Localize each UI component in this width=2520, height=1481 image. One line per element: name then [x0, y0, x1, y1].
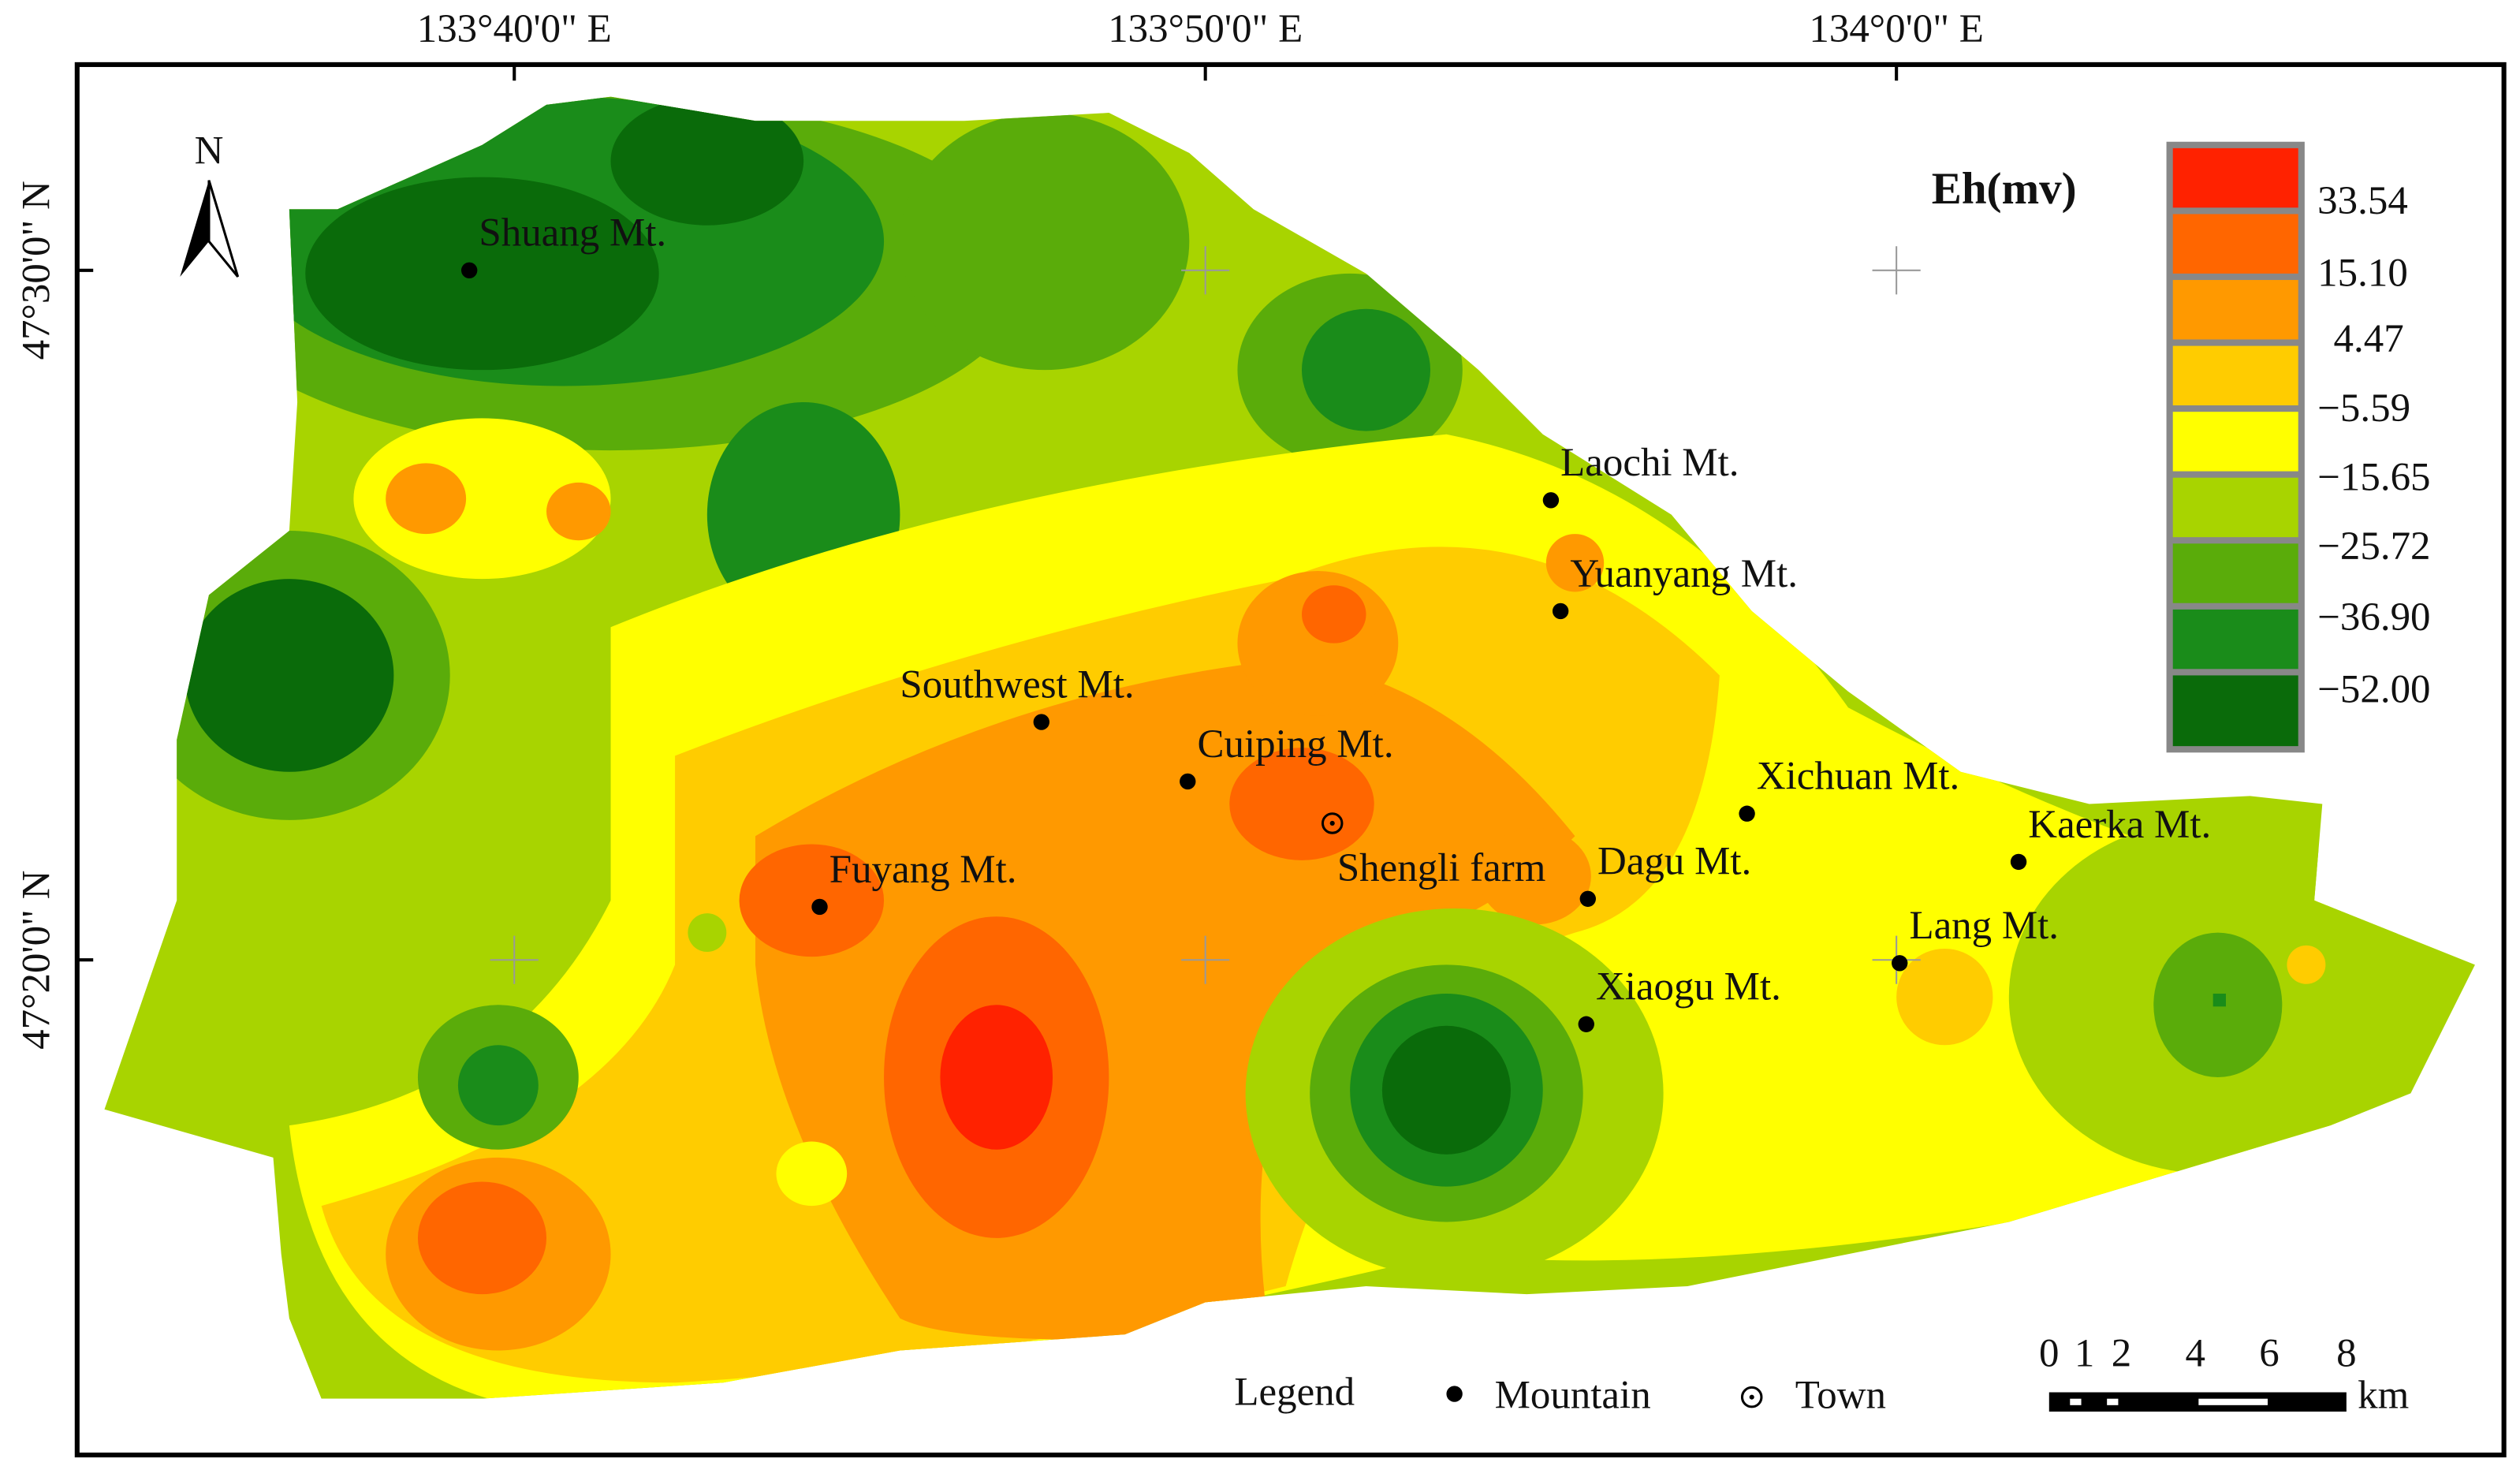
place-label: Shuang Mt.	[479, 211, 666, 256]
eh-surface-shape	[1301, 585, 1366, 644]
eh-surface-shape	[1301, 308, 1431, 431]
eh-surface-shape	[305, 177, 659, 371]
eh-surface-shape	[386, 463, 467, 535]
north-arrow-shape	[207, 180, 240, 278]
eh-surface-shape	[900, 113, 1190, 371]
eh-surface-shape	[1896, 948, 1993, 1046]
color-legend-shape	[2172, 280, 2298, 340]
places-shape	[1180, 773, 1196, 790]
places-shape	[1578, 1016, 1594, 1032]
scale-bar: 0 1 2 4 6 8 km	[2039, 1331, 2409, 1417]
scale-bar-shape	[2107, 1398, 2119, 1405]
places-shape	[1552, 602, 1569, 620]
symbol-legend-shape	[1446, 1386, 1463, 1402]
north-arrow: N	[180, 129, 240, 278]
scale-label: 4	[2186, 1331, 2205, 1375]
places-shape	[460, 262, 478, 278]
eh-surface-shape	[185, 579, 394, 772]
legend-value: −5.59	[2317, 386, 2410, 431]
legend-value: 33.54	[2317, 179, 2408, 223]
place-label: Kaerka Mt.	[2028, 803, 2211, 847]
scale-unit: km	[2358, 1373, 2409, 1417]
legend-value: −15.65	[2317, 456, 2430, 500]
place-label: Lang Mt.	[1909, 904, 2059, 948]
eh-surface-shape	[610, 96, 804, 226]
places: Shuang Mt. Laochi Mt. Yuanyang Mt. South…	[460, 211, 2211, 1032]
places-shape	[1579, 890, 1596, 907]
scale-label: 6	[2259, 1331, 2279, 1375]
color-legend-shape	[2172, 214, 2298, 274]
place-label: Xiaogu Mt.	[1596, 965, 1781, 1009]
places-shape	[1542, 492, 1560, 509]
places-shape	[1329, 820, 1335, 826]
legend-value: −52.00	[2317, 668, 2430, 712]
eh-surface-shape	[2212, 994, 2226, 1007]
places-shape	[1892, 955, 1908, 972]
place-label: Fuyang Mt.	[829, 848, 1017, 892]
north-arrow-shape	[180, 180, 209, 277]
eh-surface-shape	[776, 1141, 848, 1207]
eh-surface-shape	[1545, 534, 1605, 592]
places-shape	[2010, 853, 2027, 871]
color-legend-shape	[2172, 609, 2298, 670]
place-label: Shengli farm	[1337, 846, 1546, 890]
color-legend-shape	[2172, 147, 2298, 208]
places-shape	[811, 898, 828, 916]
places-shape	[1321, 812, 1344, 834]
lon-label: 133°50'0" E	[1108, 7, 1303, 51]
legend-value: 15.10	[2317, 252, 2408, 296]
lat-label: 47°20'0" N	[15, 871, 59, 1050]
lon-label: 133°40'0" E	[417, 7, 612, 51]
symbol-legend-shape	[1740, 1386, 1763, 1408]
eh-surface-shape	[546, 482, 611, 541]
symbol-legend-shape	[1749, 1394, 1754, 1400]
eh-surface-shape	[940, 1005, 1053, 1150]
places-shape	[1739, 805, 1755, 822]
color-legend-shape	[2172, 543, 2298, 603]
place-label: Dagu Mt.	[1597, 840, 1751, 884]
scale-label: 1	[2075, 1331, 2094, 1375]
scale-label: 8	[2336, 1331, 2356, 1375]
symbol-legend: Legend Mountain Town	[1234, 1370, 1886, 1417]
lon-label: 134°0'0" E	[1809, 7, 1984, 51]
color-legend-shape	[2172, 675, 2298, 747]
eh-surface-shape	[2287, 945, 2326, 984]
legend-title: Legend	[1234, 1370, 1355, 1414]
legend-item: Mountain	[1495, 1373, 1651, 1417]
legend-value: 4.47	[2334, 317, 2404, 361]
place-label: Xichuan Mt.	[1757, 755, 1959, 799]
legend-value: −36.90	[2317, 595, 2430, 640]
eh-surface-shape	[417, 1181, 547, 1295]
color-legend-shape	[2172, 345, 2298, 406]
lat-label: 47°30'0" N	[15, 181, 59, 360]
eh-surface-shape	[1478, 828, 1591, 925]
scale-bar-shape	[2198, 1398, 2268, 1405]
places-shape	[1033, 714, 1049, 730]
north-label: N	[195, 129, 224, 173]
eh-surface-shape	[457, 1045, 539, 1126]
eh-surface-shape	[1381, 1025, 1511, 1155]
legend-item: Town	[1795, 1373, 1886, 1417]
color-legend: Eh(mv) 33.54 15.10 4.47 −5.59 −15.65 −25…	[1932, 141, 2431, 753]
color-legend-shape	[2172, 477, 2298, 538]
scale-label: 0	[2039, 1331, 2059, 1375]
eh-surface-shape	[739, 844, 885, 957]
eh-surface-shape	[688, 913, 727, 953]
place-label: Cuiping Mt.	[1198, 722, 1394, 767]
place-label: Southwest Mt.	[900, 662, 1134, 707]
frame-ticks	[76, 64, 1899, 962]
scale-bar-shape	[2048, 1392, 2347, 1412]
legend-value: −25.72	[2317, 524, 2430, 569]
scale-bar-shape	[2070, 1398, 2082, 1405]
legend-title: Eh(mv)	[1932, 164, 2077, 214]
eh-surface-shape	[353, 418, 611, 580]
scale-label: 2	[2112, 1331, 2131, 1375]
place-label: Yuanyang Mt.	[1570, 552, 1798, 596]
color-legend-shape	[2172, 412, 2298, 472]
frame	[74, 62, 2507, 1458]
place-label: Laochi Mt.	[1560, 441, 1739, 485]
